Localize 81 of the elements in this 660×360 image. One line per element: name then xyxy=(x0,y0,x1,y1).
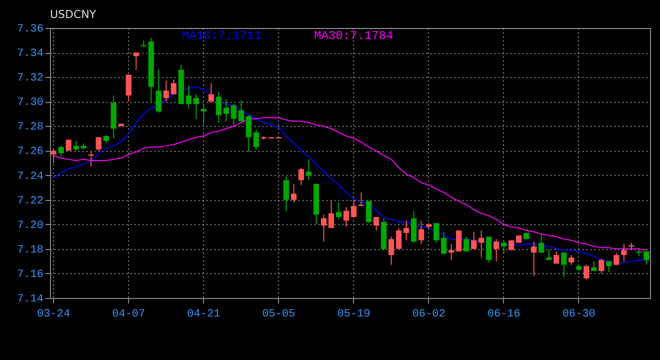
x-tick-label: 05-05 xyxy=(262,308,296,320)
candlestick xyxy=(133,52,139,70)
candlestick xyxy=(366,200,372,224)
candlestick xyxy=(238,100,244,122)
y-tick-label: 7.24 xyxy=(17,170,44,183)
candlestick xyxy=(531,241,537,276)
candlestick xyxy=(373,216,380,231)
x-tick-label: 04-21 xyxy=(187,308,221,320)
candlestick xyxy=(320,214,327,242)
candlestick xyxy=(396,228,402,250)
text: MA30:7.1784 xyxy=(314,29,394,43)
chart-title: USDCNY xyxy=(50,8,96,21)
candlestick xyxy=(126,74,132,102)
y-tick-label: 7.28 xyxy=(17,122,44,134)
candlestick xyxy=(200,104,206,124)
candlestick xyxy=(58,145,64,158)
candlestick xyxy=(456,230,462,252)
candlestick xyxy=(598,258,604,274)
y-tick-label: 7.34 xyxy=(17,48,44,60)
candlestick xyxy=(538,234,544,254)
candlestick xyxy=(433,222,440,244)
candlestick xyxy=(621,244,627,262)
candlestick xyxy=(486,236,492,263)
candlestick xyxy=(464,236,470,252)
y-tick-label: 7.32 xyxy=(17,72,44,85)
text: MA10:7.1711 xyxy=(182,29,262,43)
x-tick-label: 05-19 xyxy=(337,308,370,320)
candlestick xyxy=(223,98,229,122)
candlestick xyxy=(410,210,417,244)
candlestick xyxy=(216,91,222,123)
x-tick-label: 06-16 xyxy=(487,308,520,320)
candlestick xyxy=(448,244,454,260)
candlestick xyxy=(283,176,290,212)
candlestick xyxy=(554,250,560,264)
candlestick xyxy=(606,260,612,273)
y-tick-label: 7.18 xyxy=(17,244,44,256)
candlestick xyxy=(246,114,252,152)
candlestick xyxy=(170,79,176,95)
candlestick xyxy=(403,220,410,241)
candlestick xyxy=(418,220,424,244)
candlestick xyxy=(561,252,567,278)
x-tick-label: 06-02 xyxy=(412,308,446,320)
candlestick xyxy=(336,202,342,220)
candlestick xyxy=(163,80,169,102)
candlestick xyxy=(298,167,304,186)
candlestick xyxy=(440,231,447,254)
candlestick xyxy=(290,183,297,203)
candlestick xyxy=(253,129,260,150)
candlestick xyxy=(350,199,357,218)
candlestick xyxy=(230,104,236,126)
candlestick xyxy=(501,240,507,254)
candlestick xyxy=(343,206,350,228)
x-tick-label: 06-30 xyxy=(562,308,596,320)
candlestick xyxy=(614,252,620,266)
candlestick xyxy=(644,250,650,266)
candlestick xyxy=(73,140,79,152)
y-tick-label: 7.36 xyxy=(17,24,44,36)
candlestick xyxy=(50,149,56,164)
y-tick-label: 7.20 xyxy=(17,220,44,232)
y-tick-label: 7.14 xyxy=(17,294,44,306)
x-tick-label: 04-07 xyxy=(112,308,146,320)
candlestick xyxy=(568,254,574,266)
candlestick xyxy=(358,192,364,206)
candlestick xyxy=(584,264,590,280)
y-tick-label: 7.22 xyxy=(17,195,44,208)
candlestick xyxy=(208,82,214,102)
y-tick-label: 7.30 xyxy=(17,97,44,110)
candlestick xyxy=(306,158,312,181)
candlestick xyxy=(478,230,484,258)
candlestick xyxy=(546,248,552,260)
y-tick-label: 7.16 xyxy=(17,268,44,281)
candlestick xyxy=(156,69,162,114)
candlestick xyxy=(96,136,102,152)
y-tick-label: 7.26 xyxy=(17,146,44,158)
candlestick xyxy=(328,199,334,229)
candlestick xyxy=(193,94,199,120)
candlestick xyxy=(388,236,394,266)
candlestick xyxy=(494,238,500,262)
candlestick xyxy=(471,231,477,250)
x-tick-label: 03-24 xyxy=(37,308,70,320)
candlestick xyxy=(186,85,192,110)
